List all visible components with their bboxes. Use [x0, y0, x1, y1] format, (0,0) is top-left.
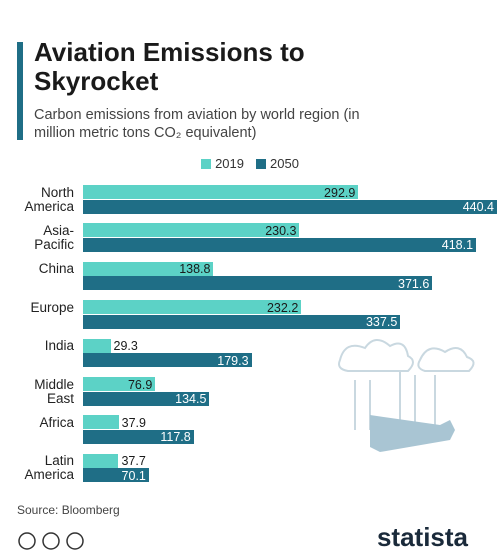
accent-bar — [17, 42, 23, 140]
legend-swatch — [201, 159, 212, 169]
source: Source: Bloomberg — [17, 503, 120, 517]
bar — [83, 300, 302, 315]
license-icons — [18, 532, 84, 550]
bar — [83, 353, 252, 368]
value-label: 440.4 — [462, 200, 494, 214]
value-label: 37.9 — [121, 415, 146, 430]
legend-label: 2050 — [270, 156, 299, 171]
value-label: 117.8 — [160, 430, 191, 445]
category-label: Asia-Pacific — [34, 222, 74, 252]
bar — [83, 429, 194, 444]
value-label: 371.6 — [398, 276, 430, 291]
category-label: China — [38, 261, 74, 277]
bar — [83, 391, 210, 406]
category-label: India — [44, 338, 74, 354]
bar — [83, 199, 497, 214]
chart-subtitle: Carbon emissions from aviation by world … — [34, 107, 360, 141]
value-label: 292.9 — [324, 185, 356, 200]
value-label: 29.3 — [113, 339, 138, 354]
legend-label: 2019 — [215, 156, 244, 171]
bar — [83, 453, 119, 468]
legend-item: 2019 — [201, 156, 244, 171]
category-label: Europe — [30, 299, 74, 315]
value-label: 337.5 — [365, 315, 398, 330]
legend-item: 2050 — [256, 156, 299, 171]
category-label: Africa — [39, 414, 74, 430]
bar — [83, 276, 433, 291]
value-label: 179.3 — [217, 353, 249, 368]
brand: statista — [376, 522, 468, 552]
value-label: 418.1 — [441, 238, 474, 253]
bar — [83, 237, 477, 252]
legend-swatch — [256, 159, 266, 169]
bar — [83, 223, 300, 238]
value-label: 70.1 — [121, 468, 146, 483]
value-label: 138.8 — [179, 262, 211, 277]
legend: 2019 2050 — [0, 156, 500, 171]
bar — [83, 314, 401, 329]
bar — [83, 261, 214, 276]
bar — [83, 338, 111, 353]
bar — [83, 377, 156, 391]
value-label: 230.3 — [265, 223, 297, 238]
value-label: 76.9 — [127, 377, 153, 392]
category-label: North America — [24, 184, 74, 214]
bar — [83, 185, 359, 199]
value-label: 232.2 — [266, 300, 299, 315]
bar — [83, 468, 149, 483]
category-label: Latin America — [24, 453, 74, 483]
value-label: 134.5 — [175, 392, 207, 406]
illustration — [338, 339, 475, 452]
chart-title: Aviation Emissions to Skyrocket — [34, 37, 305, 96]
bar — [83, 415, 119, 430]
category-label: Middle East — [34, 376, 74, 406]
value-label: 37.7 — [121, 454, 146, 469]
